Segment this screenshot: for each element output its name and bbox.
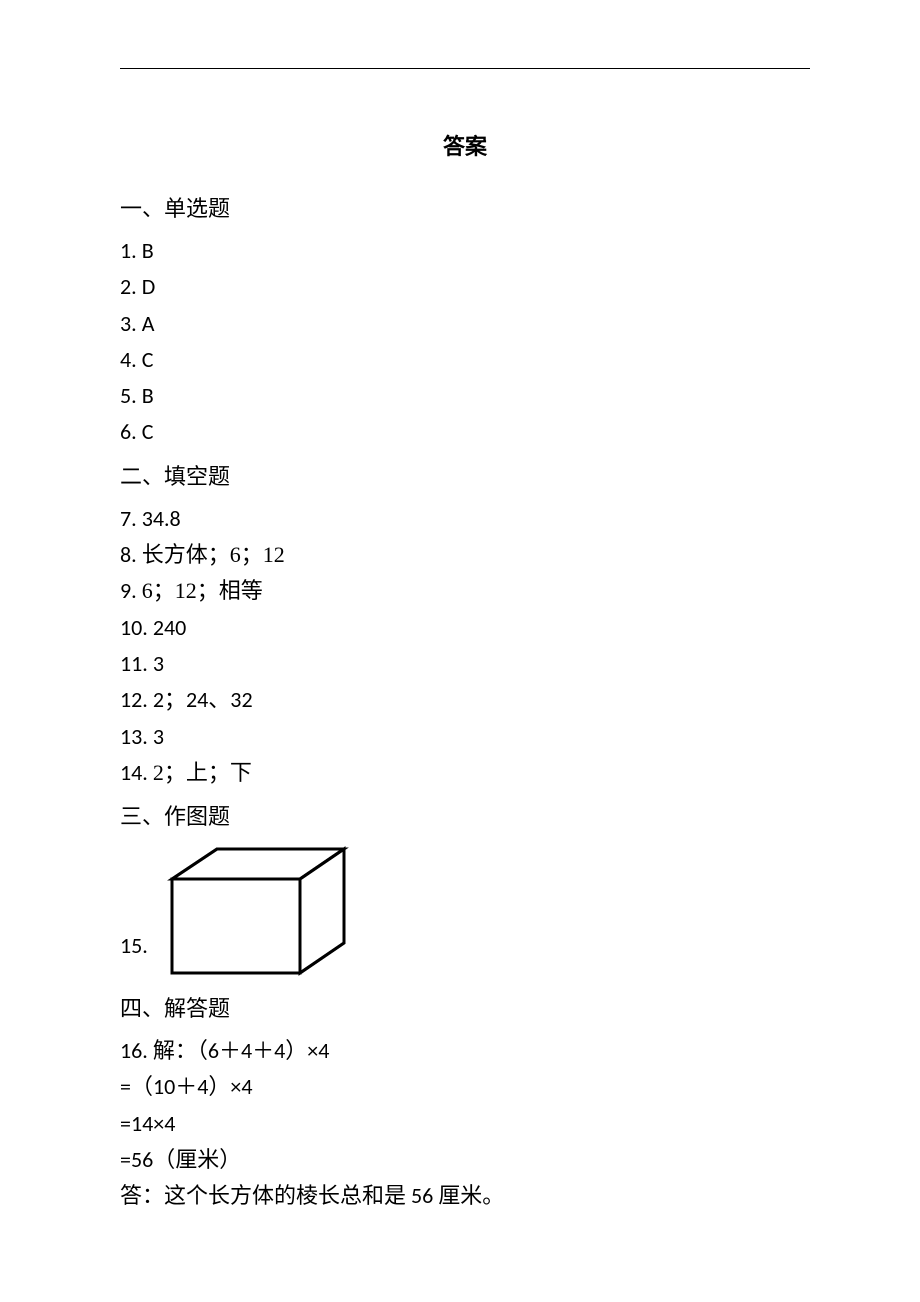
section-2-heading: 二、填空题 — [120, 459, 810, 491]
answer-val: 2；24、32 — [153, 686, 253, 713]
answer-val: C — [142, 346, 154, 373]
answer-row: 2. D — [120, 269, 810, 305]
page-title: 答案 — [120, 129, 810, 161]
answer-num: 6. — [120, 418, 137, 445]
answer-num: 3. — [120, 310, 137, 337]
section-4-lines: 16. 解：（6＋4＋4）×4 =（10＋4）×4 =14×4 =56（厘米） … — [120, 1033, 810, 1214]
section-1-heading: 一、单选题 — [120, 191, 810, 223]
answer-num: 5. — [120, 382, 137, 409]
section-2-answers: 7. 34.8 8. 长方体；6；12 9. 6；12；相等 10. 240 1… — [120, 501, 810, 791]
solution-line: =（10＋4）×4 — [120, 1069, 810, 1105]
solution-line: =56（厘米） — [120, 1142, 810, 1178]
answer-row: 7. 34.8 — [120, 501, 810, 537]
solution-line: 答：这个长方体的棱长总和是 56 厘米。 — [120, 1178, 810, 1214]
answer-val: 2；上；下 — [153, 760, 252, 785]
answer-num: 2. — [120, 273, 137, 300]
figure-num: 15. — [120, 932, 148, 981]
page: 答案 一、单选题 1. B 2. D 3. A 4. C 5. B 6. C 二… — [0, 0, 920, 1302]
answer-row: 3. A — [120, 306, 810, 342]
answer-num: 12. — [120, 686, 148, 713]
answer-row: 5. B — [120, 378, 810, 414]
top-divider — [120, 68, 810, 69]
answer-val: 3 — [153, 650, 164, 677]
answer-row: 14. 2；上；下 — [120, 755, 810, 791]
answer-num: 8. — [120, 541, 137, 568]
answer-num: 4. — [120, 346, 137, 373]
section-4-heading: 四、解答题 — [120, 991, 810, 1023]
answer-num: 14. — [120, 759, 148, 786]
answer-row: 8. 长方体；6；12 — [120, 537, 810, 573]
answer-row: 1. B — [120, 233, 810, 269]
answer-num: 1. — [120, 237, 137, 264]
answer-val: C — [142, 418, 154, 445]
answer-row: 9. 6；12；相等 — [120, 573, 810, 609]
answer-row: 6. C — [120, 414, 810, 450]
answer-num: 9. — [120, 577, 137, 604]
answer-row: 11. 3 — [120, 646, 810, 682]
answer-num: 10. — [120, 614, 148, 641]
answer-num: 7. — [120, 505, 137, 532]
cuboid-front-face — [172, 879, 300, 973]
answer-val: B — [142, 382, 154, 409]
answer-val: B — [142, 237, 154, 264]
answer-row: 13. 3 — [120, 719, 810, 755]
answer-val: 34.8 — [142, 505, 181, 532]
answer-row: 4. C — [120, 342, 810, 378]
section-1-answers: 1. B 2. D 3. A 4. C 5. B 6. C — [120, 233, 810, 451]
answer-num: 11. — [120, 650, 148, 677]
solution-line: =14×4 — [120, 1106, 810, 1142]
cuboid-figure — [162, 841, 352, 981]
answer-val: D — [142, 273, 156, 300]
figure-row: 15. — [120, 841, 810, 981]
answer-row: 10. 240 — [120, 610, 810, 646]
solution-line: 16. 解：（6＋4＋4）×4 — [120, 1033, 810, 1069]
answer-val: 3 — [153, 723, 164, 750]
answer-num: 13. — [120, 723, 148, 750]
answer-val: 长方体；6；12 — [142, 542, 285, 567]
answer-val: 240 — [153, 614, 186, 641]
answer-val: 6；12；相等 — [142, 578, 263, 603]
section-3-heading: 三、作图题 — [120, 799, 810, 831]
answer-val: A — [142, 310, 155, 337]
answer-row: 12. 2；24、32 — [120, 682, 810, 718]
